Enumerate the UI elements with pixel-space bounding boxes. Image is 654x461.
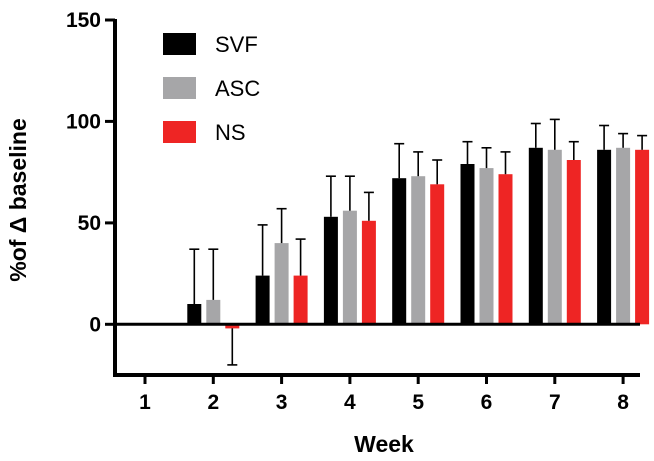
bar-asc-week-8 — [616, 147, 631, 325]
legend-swatch-svf — [163, 33, 196, 55]
bar-svf-week-5 — [392, 178, 407, 325]
bar-svf-week-2 — [187, 304, 202, 325]
bar-ns-week-8 — [635, 149, 650, 325]
bar-svf-week-6 — [460, 164, 475, 325]
bars-layer — [187, 147, 650, 329]
y-tick-label-150: 150 — [66, 9, 101, 32]
y-tick-label-0: 0 — [89, 313, 101, 336]
bar-svf-week-4 — [323, 216, 338, 325]
bar-asc-week-2 — [206, 299, 221, 325]
x-tick-label-2: 2 — [207, 391, 219, 414]
x-tick-label-5: 5 — [412, 391, 424, 414]
bar-asc-week-6 — [479, 168, 494, 325]
y-tick-label-50: 50 — [78, 212, 101, 235]
bar-ns-week-7 — [566, 160, 581, 325]
bar-asc-week-3 — [274, 243, 289, 325]
x-tick-label-1: 1 — [139, 391, 151, 414]
tick-labels-layer: 0 50 100 150 1 2 3 4 5 6 7 8 — [66, 9, 629, 414]
bar-svf-week-7 — [528, 147, 543, 325]
y-tick-label-100: 100 — [66, 110, 101, 133]
x-tick-label-6: 6 — [481, 391, 493, 414]
x-tick-label-7: 7 — [549, 391, 561, 414]
legend-label-svf: SVF — [215, 32, 258, 57]
bar-ns-week-6 — [498, 174, 513, 325]
x-tick-label-4: 4 — [344, 391, 356, 414]
axes-layer — [105, 18, 640, 384]
bar-ns-week-4 — [361, 220, 376, 325]
legend-label-ns: NS — [215, 120, 246, 145]
bar-asc-week-5 — [411, 176, 426, 325]
legend-swatch-asc — [163, 77, 196, 99]
x-axis-title: Week — [354, 431, 414, 457]
bar-asc-week-7 — [547, 149, 562, 325]
legend-swatch-ns — [163, 121, 196, 143]
x-tick-label-8: 8 — [617, 391, 629, 414]
error-bars-layer — [189, 118, 648, 366]
y-axis-title: %of Δ baseline — [5, 118, 31, 282]
legend-label-asc: ASC — [215, 76, 260, 101]
x-tick-label-3: 3 — [276, 391, 288, 414]
bar-svf-week-3 — [255, 275, 270, 325]
bar-ns-week-2 — [225, 324, 240, 329]
legend: SVF ASC NS — [163, 32, 260, 145]
bar-ns-week-5 — [430, 184, 445, 325]
bar-asc-week-4 — [342, 210, 357, 325]
bar-ns-week-3 — [293, 275, 308, 325]
bar-svf-week-8 — [597, 149, 612, 325]
